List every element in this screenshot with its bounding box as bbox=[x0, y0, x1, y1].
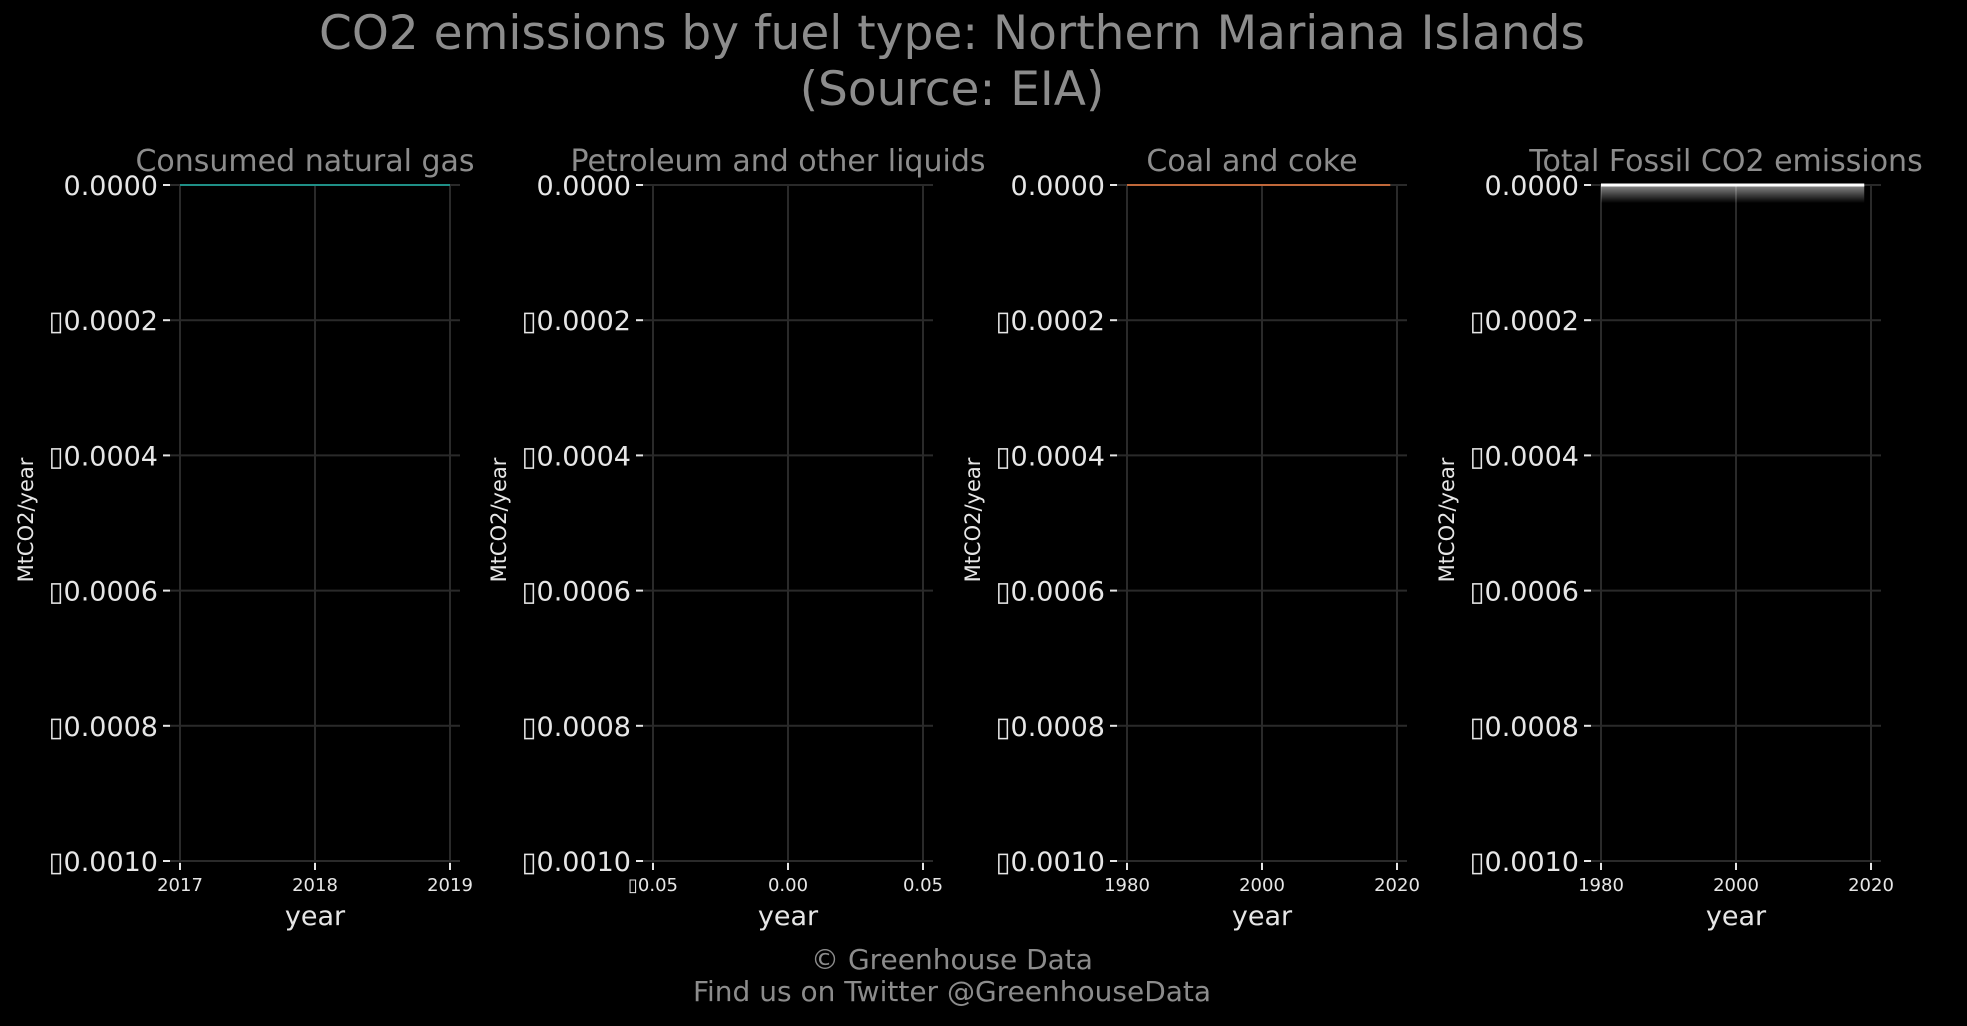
x-tick-label: 2017 bbox=[157, 875, 203, 896]
x-tick-label: ▯0.05 bbox=[628, 875, 678, 896]
y-tick-label: ▯0.0004 bbox=[522, 441, 631, 472]
chart-title-line2: (Source: EIA) bbox=[799, 62, 1105, 117]
y-tick-label: ▯0.0008 bbox=[1470, 712, 1579, 743]
y-tick-label: ▯0.0008 bbox=[996, 712, 1105, 743]
x-axis-label: year bbox=[1706, 901, 1767, 932]
panel-coal-and-coke: 0.0000 ▯0.0002 ▯0.0004 ▯0.0006 ▯0.0008 ▯0.001… bbox=[961, 144, 1420, 932]
y-tick-label: ▯0.0002 bbox=[996, 306, 1105, 337]
x-axis-label: year bbox=[1232, 901, 1293, 932]
x-tick-label: 2020 bbox=[1848, 875, 1894, 896]
y-tick-label: ▯0.0004 bbox=[1470, 441, 1579, 472]
chart-title-line1: CO2 emissions by fuel type: Northern Mar… bbox=[319, 6, 1585, 61]
y-tick-label: ▯0.0010 bbox=[49, 847, 158, 878]
y-tick-label: ▯0.0008 bbox=[49, 712, 158, 743]
y-tick-label: ▯0.0006 bbox=[49, 577, 158, 608]
panel-title: Petroleum and other liquids bbox=[570, 144, 985, 179]
x-tick-label: 2000 bbox=[1239, 875, 1285, 896]
x-axis-label: year bbox=[758, 901, 819, 932]
panel-title: Consumed natural gas bbox=[135, 144, 474, 179]
y-tick-label: ▯0.0010 bbox=[1470, 847, 1579, 878]
y-axis-label: MtCO2/year bbox=[487, 457, 511, 582]
y-tick-label: ▯0.0002 bbox=[1470, 306, 1579, 337]
y-tick-label: ▯0.0006 bbox=[522, 577, 631, 608]
panel-petroleum-and-other-liquids: 0.0000 ▯0.0002 ▯0.0004 ▯0.0006 ▯0.0008 ▯0.001… bbox=[487, 144, 986, 932]
panel-consumed-natural-gas: 0.0000 ▯0.0002 ▯0.0004 ▯0.0006 ▯0.0008 ▯0.001… bbox=[14, 144, 475, 932]
y-tick-label: ▯0.0010 bbox=[996, 847, 1105, 878]
panel-title: Coal and coke bbox=[1146, 144, 1357, 179]
series-area-band bbox=[1601, 185, 1865, 203]
x-tick-label: 0.05 bbox=[903, 875, 943, 896]
footer-credits: © Greenhouse Data Find us on Twitter @Gr… bbox=[0, 944, 1904, 1008]
y-tick-label: 0.0000 bbox=[537, 171, 631, 202]
x-tick-label: 2019 bbox=[427, 875, 473, 896]
panel-total-fossil-co2-emissions: 0.0000 ▯0.0002 ▯0.0004 ▯0.0006 ▯0.0008 ▯0.001… bbox=[1435, 144, 1923, 932]
y-axis-label: MtCO2/year bbox=[14, 457, 38, 582]
x-tick-label: 2000 bbox=[1713, 875, 1759, 896]
y-tick-label: ▯0.0002 bbox=[522, 306, 631, 337]
panel-title: Total Fossil CO2 emissions bbox=[1528, 144, 1922, 179]
y-axis-label: MtCO2/year bbox=[1435, 457, 1459, 582]
y-tick-label: ▯0.0008 bbox=[522, 712, 631, 743]
y-tick-label: 0.0000 bbox=[1485, 171, 1579, 202]
y-tick-label: ▯0.0004 bbox=[49, 441, 158, 472]
footer-copyright: © Greenhouse Data bbox=[811, 943, 1093, 976]
y-axis-label: MtCO2/year bbox=[961, 457, 985, 582]
y-tick-label: ▯0.0010 bbox=[522, 847, 631, 878]
x-tick-label: 2018 bbox=[292, 875, 338, 896]
y-tick-label: 0.0000 bbox=[64, 171, 158, 202]
y-tick-label: ▯0.0002 bbox=[49, 306, 158, 337]
y-tick-label: 0.0000 bbox=[1011, 171, 1105, 202]
x-tick-label: 2020 bbox=[1374, 875, 1420, 896]
x-tick-label: 0.00 bbox=[768, 875, 808, 896]
x-tick-label: 1980 bbox=[1104, 875, 1150, 896]
y-tick-label: ▯0.0004 bbox=[996, 441, 1105, 472]
y-tick-label: ▯0.0006 bbox=[996, 577, 1105, 608]
chart-title: CO2 emissions by fuel type: Northern Mar… bbox=[0, 6, 1904, 118]
x-tick-label: 1980 bbox=[1578, 875, 1624, 896]
footer-twitter: Find us on Twitter @GreenhouseData bbox=[692, 975, 1212, 1008]
y-tick-label: ▯0.0006 bbox=[1470, 577, 1579, 608]
x-axis-label: year bbox=[285, 901, 346, 932]
